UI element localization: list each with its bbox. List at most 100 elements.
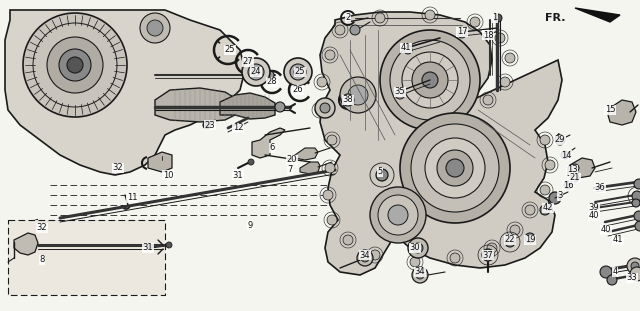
Text: 10: 10 <box>163 170 173 179</box>
Circle shape <box>571 164 579 172</box>
Circle shape <box>248 64 264 80</box>
Text: 32: 32 <box>113 164 124 173</box>
Text: 11: 11 <box>127 193 137 202</box>
Circle shape <box>327 135 337 145</box>
Circle shape <box>540 205 550 215</box>
Text: 9: 9 <box>248 220 253 230</box>
Circle shape <box>325 50 335 60</box>
Text: 14: 14 <box>561 151 572 160</box>
Text: 29: 29 <box>555 136 565 145</box>
Circle shape <box>378 195 418 235</box>
Circle shape <box>290 64 306 80</box>
Text: 27: 27 <box>243 58 253 67</box>
Text: 40: 40 <box>601 225 611 234</box>
Circle shape <box>325 163 335 173</box>
Text: FR.: FR. <box>545 13 565 23</box>
Circle shape <box>458 30 466 38</box>
Circle shape <box>294 68 302 76</box>
Circle shape <box>525 233 535 243</box>
Circle shape <box>630 267 640 281</box>
Text: 7: 7 <box>287 165 292 174</box>
Circle shape <box>510 225 520 235</box>
Circle shape <box>343 235 353 245</box>
Circle shape <box>370 250 380 260</box>
Circle shape <box>23 13 127 117</box>
Text: 34: 34 <box>360 250 371 259</box>
Text: 19: 19 <box>525 235 535 244</box>
Polygon shape <box>148 152 172 172</box>
Circle shape <box>350 25 360 35</box>
Circle shape <box>425 10 435 20</box>
Circle shape <box>357 250 373 266</box>
Circle shape <box>545 160 555 170</box>
Circle shape <box>487 243 497 253</box>
Circle shape <box>320 103 330 113</box>
Circle shape <box>450 253 460 263</box>
Text: 38: 38 <box>342 95 353 104</box>
Circle shape <box>284 58 312 86</box>
Circle shape <box>446 159 464 177</box>
Text: 34: 34 <box>415 267 426 276</box>
Text: 25: 25 <box>295 67 305 77</box>
Text: 21: 21 <box>570 174 580 183</box>
Circle shape <box>375 13 385 23</box>
Text: 30: 30 <box>410 244 420 253</box>
Circle shape <box>482 249 494 261</box>
Circle shape <box>632 191 640 201</box>
Polygon shape <box>295 148 318 160</box>
Circle shape <box>370 187 426 243</box>
Polygon shape <box>220 93 275 119</box>
Polygon shape <box>320 12 562 275</box>
Circle shape <box>505 237 515 247</box>
Circle shape <box>408 238 428 258</box>
Circle shape <box>242 58 270 86</box>
Text: 33: 33 <box>627 273 637 282</box>
Circle shape <box>483 95 493 105</box>
Circle shape <box>402 52 458 108</box>
Circle shape <box>413 243 423 253</box>
Polygon shape <box>608 100 636 125</box>
Circle shape <box>632 199 640 207</box>
Circle shape <box>437 150 473 186</box>
Text: 6: 6 <box>269 143 275 152</box>
Text: 31: 31 <box>143 244 154 253</box>
Circle shape <box>412 267 428 283</box>
Circle shape <box>571 174 579 182</box>
Circle shape <box>59 49 91 81</box>
Circle shape <box>380 30 480 130</box>
Circle shape <box>342 94 354 106</box>
Circle shape <box>317 77 327 87</box>
Polygon shape <box>252 128 285 158</box>
Circle shape <box>607 275 617 285</box>
Text: 8: 8 <box>39 256 45 264</box>
Text: 25: 25 <box>225 45 236 54</box>
Circle shape <box>627 258 640 274</box>
Polygon shape <box>5 10 245 175</box>
Text: 32: 32 <box>36 224 47 233</box>
Circle shape <box>564 181 572 189</box>
Circle shape <box>315 105 325 115</box>
Circle shape <box>422 72 438 88</box>
Polygon shape <box>300 162 320 174</box>
Circle shape <box>631 262 639 270</box>
Polygon shape <box>568 158 595 178</box>
Text: 40: 40 <box>589 211 599 220</box>
Text: 42: 42 <box>543 203 553 212</box>
Circle shape <box>252 68 260 76</box>
Circle shape <box>412 62 448 98</box>
Circle shape <box>555 135 565 145</box>
Circle shape <box>540 135 550 145</box>
Circle shape <box>470 17 480 27</box>
Circle shape <box>495 33 505 43</box>
Circle shape <box>416 271 424 279</box>
Circle shape <box>67 57 83 73</box>
Polygon shape <box>8 220 165 295</box>
Text: 41: 41 <box>401 44 412 53</box>
Circle shape <box>494 14 502 22</box>
Circle shape <box>166 242 172 248</box>
Circle shape <box>340 77 376 113</box>
Circle shape <box>203 121 211 129</box>
Circle shape <box>635 221 640 231</box>
Circle shape <box>404 46 412 54</box>
Circle shape <box>400 113 510 223</box>
